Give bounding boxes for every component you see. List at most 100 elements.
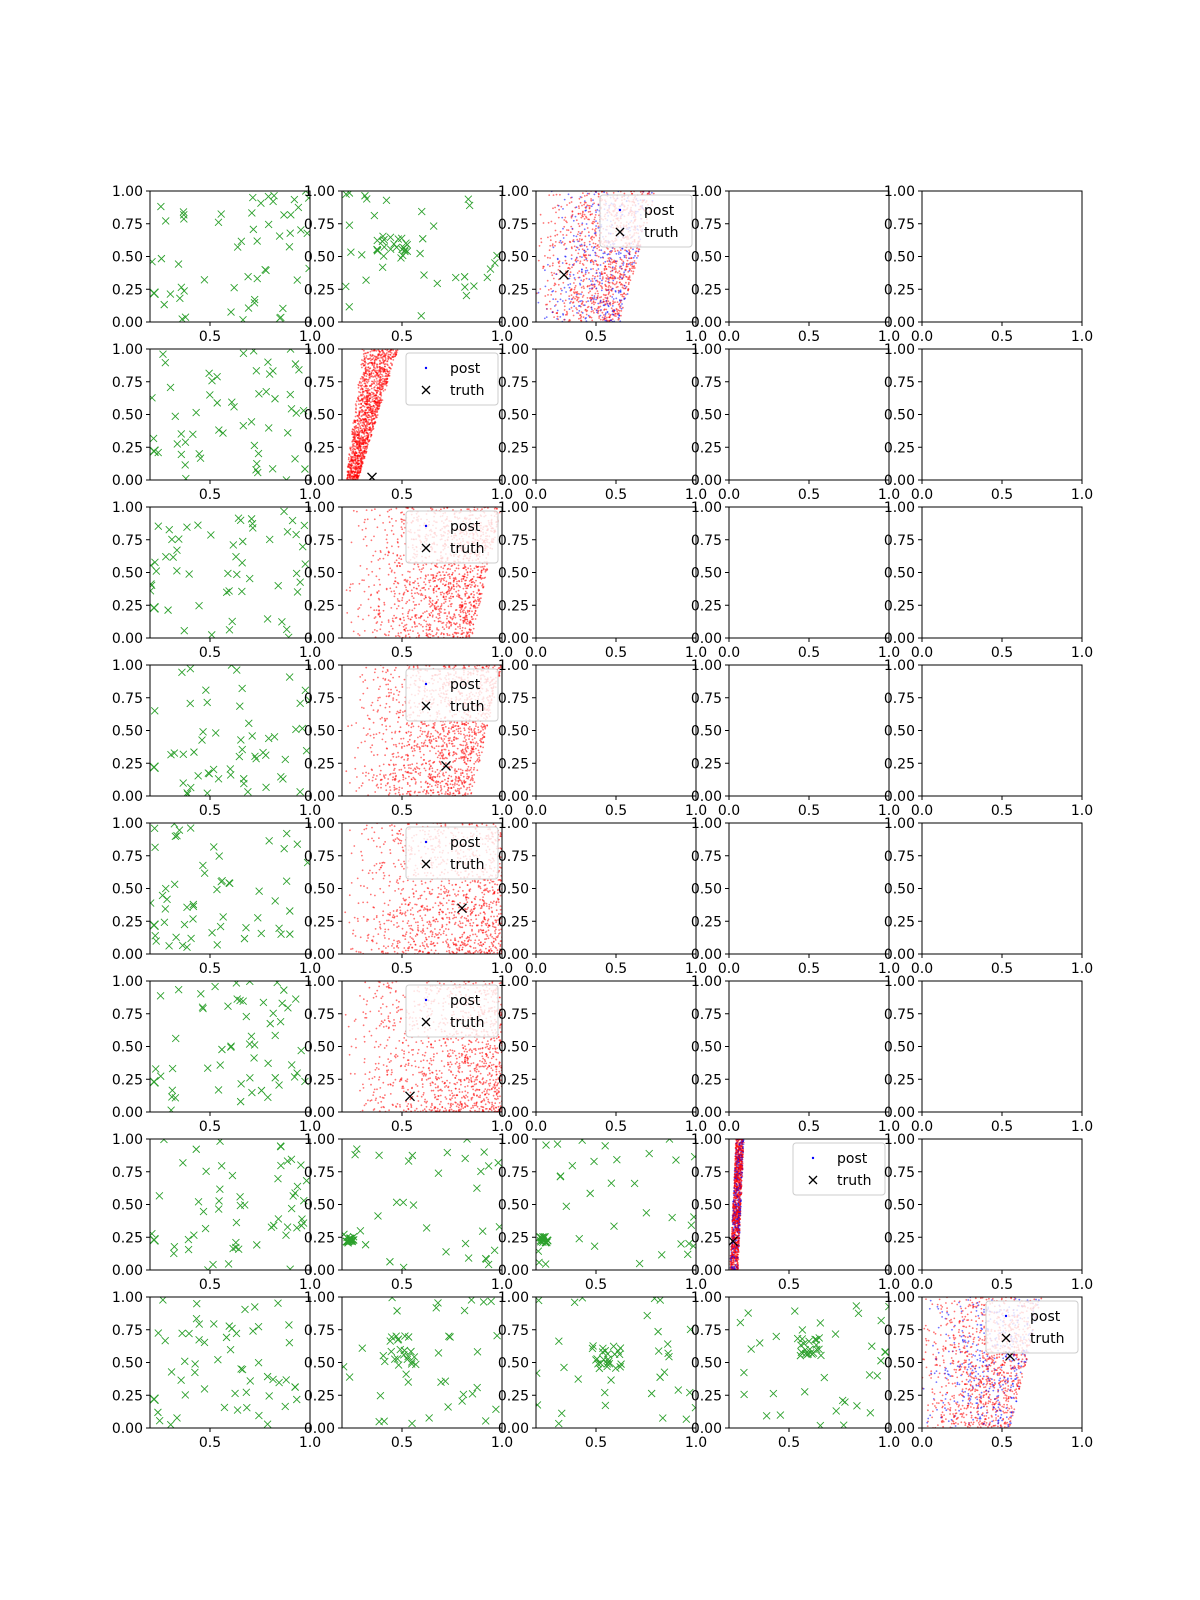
posterior-sample-dot xyxy=(590,198,592,200)
posterior-sample-dot xyxy=(614,312,617,315)
posterior-sample-dot xyxy=(360,435,363,438)
posterior-sample-dot xyxy=(460,580,463,583)
posterior-sample-dot xyxy=(567,193,570,196)
y-tick-label: 0.50 xyxy=(304,408,335,424)
posterior-sample-dot xyxy=(363,445,366,448)
posterior-sample-dot xyxy=(614,290,617,293)
posterior-sample-dot xyxy=(452,617,454,620)
posterior-sample-dot xyxy=(573,288,576,291)
x-tick-label: 1.0 xyxy=(878,329,900,345)
posterior-sample-dot xyxy=(607,277,610,280)
posterior-sample-dot xyxy=(451,592,453,595)
posterior-sample-dot xyxy=(458,580,460,582)
posterior-sample-dot xyxy=(432,588,435,590)
y-tick-label: 0.25 xyxy=(884,282,915,298)
posterior-sample-dot xyxy=(401,599,403,602)
posterior-sample-dot xyxy=(618,251,620,254)
posterior-sample-dot xyxy=(383,378,386,381)
posterior-sample-dot xyxy=(597,255,600,258)
posterior-sample-dot xyxy=(388,374,391,377)
posterior-sample-dot xyxy=(454,628,457,630)
posterior-sample-dot xyxy=(407,617,410,620)
posterior-sample-dot xyxy=(367,403,370,406)
prior-sample-mark xyxy=(234,514,243,522)
posterior-sample-dot xyxy=(459,611,462,614)
posterior-sample-dot xyxy=(425,628,428,631)
posterior-sample-dot xyxy=(439,574,442,577)
posterior-sample-dot xyxy=(612,313,615,316)
posterior-sample-dot xyxy=(373,389,376,391)
posterior-sample-dot xyxy=(411,616,413,619)
prior-sample-mark xyxy=(483,273,492,282)
posterior-sample-dot xyxy=(599,284,602,287)
posterior-sample-dot xyxy=(408,583,411,585)
posterior-sample-dot xyxy=(359,471,361,474)
posterior-sample-dot xyxy=(464,582,467,585)
posterior-sample-dot xyxy=(402,531,405,534)
posterior-sample-dot xyxy=(476,614,478,617)
posterior-sample-dot xyxy=(366,687,369,690)
posterior-sample-dot xyxy=(425,610,428,613)
posterior-sample-dot xyxy=(373,584,376,586)
posterior-sample-dot xyxy=(404,624,406,627)
posterior-sample-dot xyxy=(557,216,560,219)
posterior-sample-dot xyxy=(360,456,363,459)
posterior-sample-dot xyxy=(439,620,442,623)
posterior-sample-dot xyxy=(365,434,368,437)
prior-sample-mark xyxy=(248,193,257,202)
posterior-sample-dot xyxy=(589,254,592,257)
posterior-sample-dot xyxy=(362,455,365,458)
posterior-sample-dot xyxy=(430,574,433,576)
posterior-sample-dot xyxy=(473,606,475,609)
posterior-sample-dot xyxy=(614,266,616,269)
prior-sample-mark xyxy=(173,440,182,448)
posterior-sample-dot xyxy=(379,557,381,560)
posterior-sample-dot xyxy=(577,252,580,255)
prior-sample-mark xyxy=(291,455,299,463)
posterior-sample-dot xyxy=(637,255,639,257)
posterior-sample-dot xyxy=(428,596,430,598)
prior-sample-mark xyxy=(211,729,220,737)
posterior-sample-dot xyxy=(443,577,446,579)
posterior-sample-dot xyxy=(575,307,577,309)
posterior-sample-dot xyxy=(607,248,609,250)
posterior-sample-dot xyxy=(621,295,624,298)
posterior-sample-dot xyxy=(450,588,453,590)
posterior-sample-dot xyxy=(476,576,479,579)
posterior-sample-dot xyxy=(376,366,379,368)
posterior-sample-dot xyxy=(570,201,573,203)
posterior-sample-dot xyxy=(390,590,393,593)
posterior-sample-dot xyxy=(567,229,570,232)
y-tick-label: 0.75 xyxy=(112,691,143,707)
posterior-sample-dot xyxy=(369,397,372,400)
posterior-sample-dot xyxy=(404,578,407,581)
posterior-sample-dot xyxy=(346,477,349,479)
posterior-sample-dot xyxy=(389,567,392,570)
posterior-sample-dot xyxy=(619,301,622,304)
posterior-sample-dot xyxy=(549,257,551,259)
posterior-sample-dot xyxy=(417,565,420,568)
posterior-sample-dot xyxy=(462,575,465,577)
posterior-sample-dot xyxy=(617,289,620,292)
posterior-sample-dot xyxy=(599,275,601,277)
posterior-sample-dot xyxy=(417,563,419,566)
posterior-sample-dot xyxy=(594,301,597,304)
prior-sample-mark xyxy=(166,290,175,298)
posterior-sample-dot xyxy=(608,284,611,287)
prior-sample-mark xyxy=(226,765,235,773)
posterior-sample-dot xyxy=(620,283,622,286)
posterior-sample-dot xyxy=(368,416,371,418)
posterior-sample-dot xyxy=(379,773,381,776)
posterior-sample-dot xyxy=(418,767,421,770)
posterior-sample-dot xyxy=(425,575,427,578)
posterior-sample-dot xyxy=(372,354,374,357)
posterior-sample-dot xyxy=(587,231,590,234)
legend-box xyxy=(405,510,499,564)
posterior-sample-dot xyxy=(591,213,593,215)
posterior-sample-dot xyxy=(601,316,604,319)
posterior-sample-dot xyxy=(581,248,584,251)
posterior-sample-dot xyxy=(394,561,396,564)
posterior-sample-dot xyxy=(401,528,404,531)
posterior-sample-dot xyxy=(562,314,565,316)
